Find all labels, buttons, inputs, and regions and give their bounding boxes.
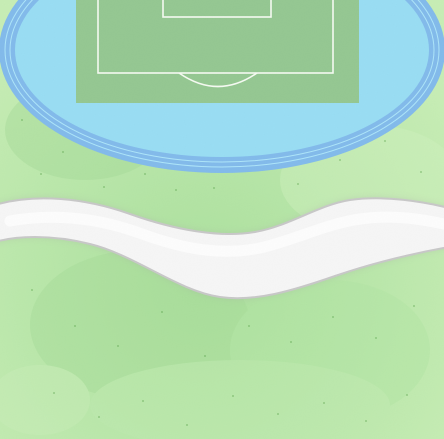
grass-speckles (21, 119, 422, 426)
